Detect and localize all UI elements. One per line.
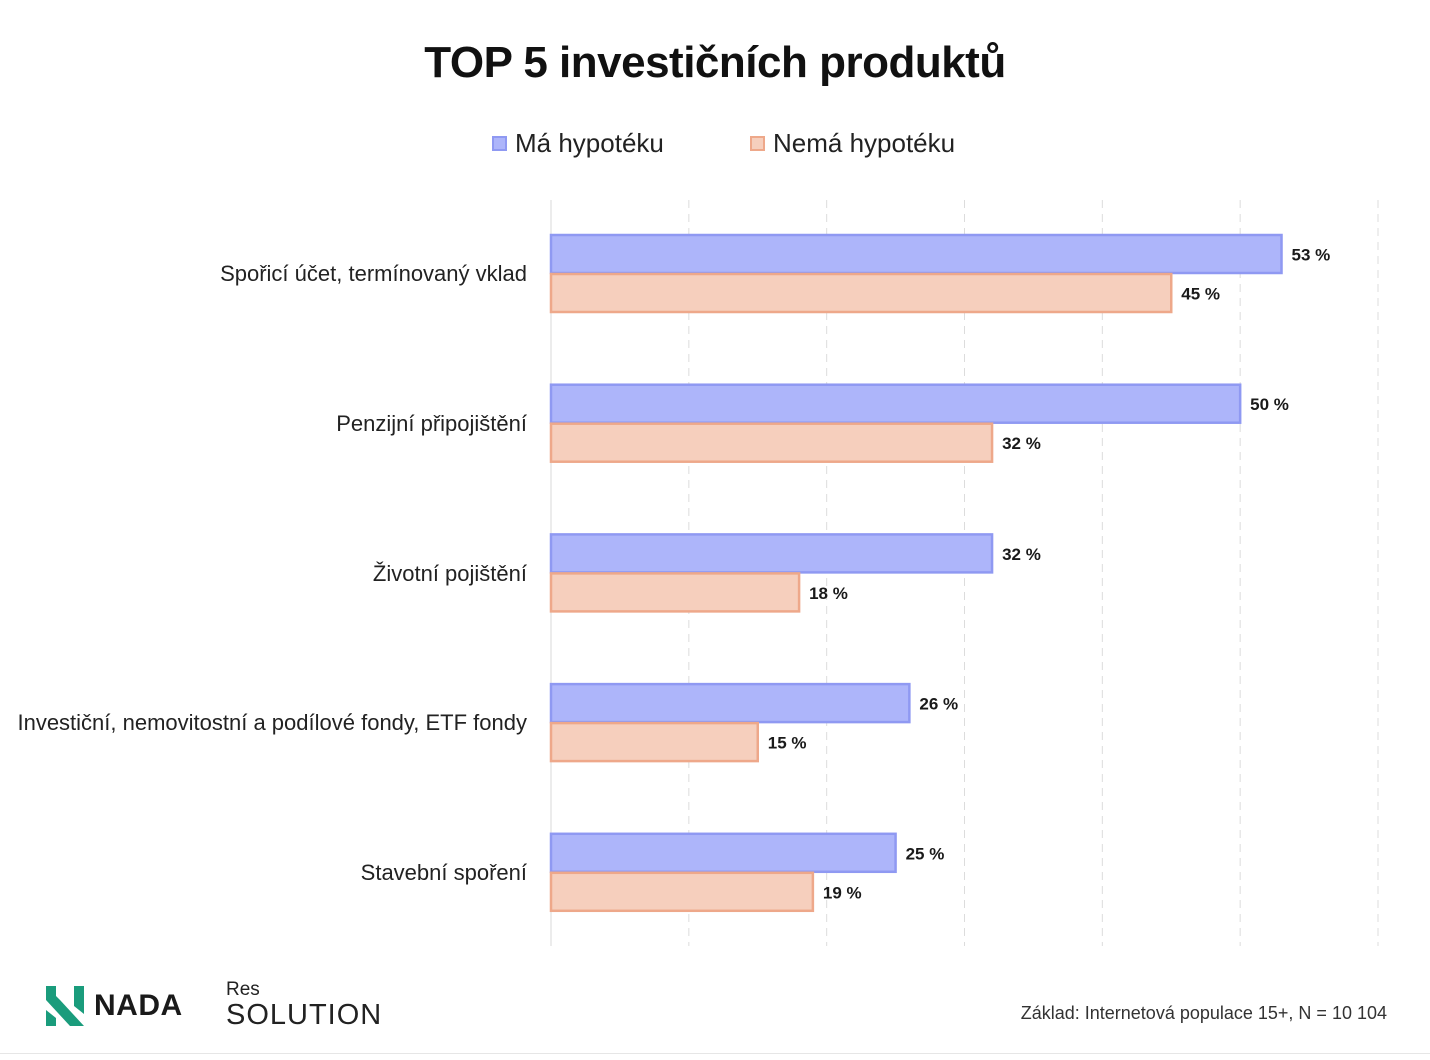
bar bbox=[549, 871, 815, 913]
bar bbox=[549, 832, 897, 874]
nada-logo-icon bbox=[46, 986, 84, 1026]
data-label: 53 % bbox=[1292, 246, 1331, 265]
data-label: 15 % bbox=[768, 734, 807, 753]
data-label: 32 % bbox=[1002, 545, 1041, 564]
bottom-divider bbox=[0, 1053, 1430, 1060]
legend: Má hypotéku Nemá hypotéku bbox=[0, 128, 1430, 168]
data-label: 32 % bbox=[1002, 434, 1041, 453]
legend-label-series-1: Má hypotéku bbox=[515, 128, 664, 158]
bar bbox=[549, 422, 994, 463]
legend-swatch-series-1 bbox=[492, 136, 507, 151]
data-label: 25 % bbox=[906, 844, 945, 863]
data-label: 18 % bbox=[809, 584, 848, 603]
category-label: Investiční, nemovitostní a podílové fond… bbox=[17, 710, 527, 735]
legend-item-series-2: Nemá hypotéku bbox=[750, 128, 955, 159]
nada-logo-text: NADA bbox=[94, 989, 183, 1022]
base-note: Základ: Internetová populace 15+, N = 10… bbox=[1020, 1003, 1387, 1023]
data-label: 45 % bbox=[1181, 285, 1220, 304]
category-label: Penzijní připojištění bbox=[336, 411, 527, 436]
nada-logo: NADA bbox=[44, 984, 183, 1028]
data-label: 19 % bbox=[823, 883, 862, 902]
category-label: Životní pojištění bbox=[372, 561, 527, 586]
legend-swatch-series-2 bbox=[750, 136, 765, 151]
bar bbox=[549, 533, 994, 574]
legend-label-series-2: Nemá hypotéku bbox=[773, 128, 956, 158]
bar bbox=[549, 383, 1242, 424]
ressolution-logo-small: Res bbox=[226, 979, 260, 1000]
bar bbox=[549, 272, 1173, 314]
data-label: 50 % bbox=[1250, 395, 1289, 414]
bar bbox=[549, 572, 801, 613]
legend-item-series-1: Má hypotéku bbox=[492, 128, 664, 159]
bar bbox=[549, 233, 1283, 275]
ressolution-logo-big: SOLUTION bbox=[226, 999, 383, 1031]
bar bbox=[549, 682, 911, 724]
category-label: Stavební spoření bbox=[360, 860, 527, 885]
data-label: 26 % bbox=[919, 695, 958, 714]
bar bbox=[549, 721, 759, 763]
ressolution-logo: Res SOLUTION bbox=[226, 979, 383, 1031]
chart-title: TOP 5 investičních produktů bbox=[424, 38, 1006, 87]
category-label: Spořicí účet, termínovaný vklad bbox=[220, 261, 527, 286]
